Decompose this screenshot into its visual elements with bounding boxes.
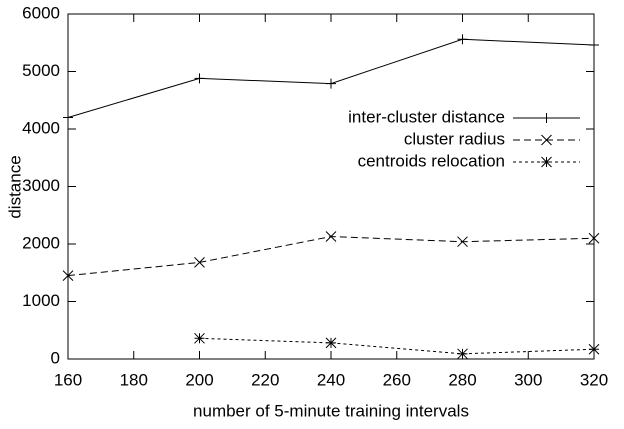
data-point [326, 78, 336, 89]
y-tick-label: 3000 [22, 176, 60, 195]
legend-label: inter-cluster distance [348, 107, 505, 126]
x-tick-label: 200 [185, 370, 213, 389]
data-point [325, 337, 337, 349]
y-tick-label: 6000 [22, 3, 60, 22]
x-tick-label: 280 [448, 370, 476, 389]
y-tick-label: 0 [51, 348, 60, 367]
x-tick-label: 220 [251, 370, 279, 389]
data-point [194, 257, 205, 268]
plot-frame [67, 13, 595, 360]
legend-label: cluster radius [404, 129, 505, 148]
x-tick-label: 320 [580, 370, 608, 389]
data-point [457, 348, 468, 360]
legend-marker [541, 156, 552, 168]
x-tick-label: 260 [383, 370, 411, 389]
legend-marker [541, 113, 552, 123]
data-point [588, 343, 600, 355]
data-point [194, 332, 205, 344]
x-tick-label: 300 [514, 370, 542, 389]
x-axis-label: number of 5-minute training intervals [193, 401, 469, 420]
data-point [63, 112, 73, 123]
data-point [325, 231, 337, 242]
legend-label: centroids relocation [358, 151, 505, 170]
series-line [67, 236, 595, 277]
y-axis-label: distance [5, 155, 24, 218]
data-point [457, 34, 468, 45]
y-tick-label: 2000 [22, 233, 60, 252]
series-line [67, 38, 595, 118]
data-point [62, 270, 74, 281]
data-point [194, 73, 205, 84]
y-tick-label: 5000 [22, 61, 60, 80]
y-tick-label: 4000 [22, 118, 60, 137]
x-tick-label: 180 [120, 370, 148, 389]
x-tick-label: 240 [317, 370, 345, 389]
x-tick-label: 160 [54, 370, 82, 389]
y-tick-label: 1000 [22, 291, 60, 310]
data-point [589, 40, 599, 51]
data-point [457, 236, 468, 248]
data-point [588, 232, 600, 244]
legend-marker [541, 134, 552, 146]
